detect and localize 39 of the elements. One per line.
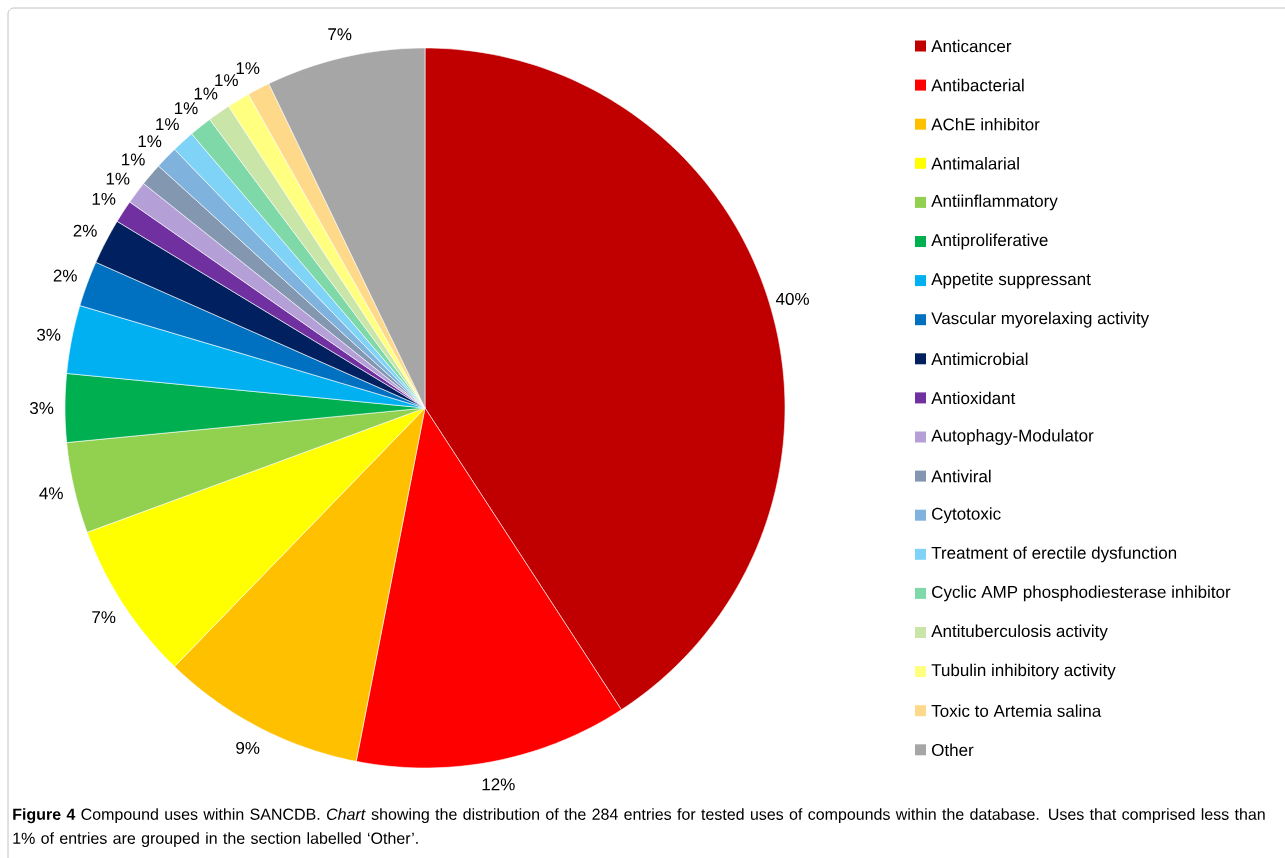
data-label: 1% [194, 87, 218, 100]
legend-label: Anticancer [931, 39, 1012, 53]
legend-label: Treatment of erectile dysfunction [931, 546, 1177, 563]
legend-label: Antiinflammatory [931, 194, 1058, 211]
data-label: 1% [106, 172, 130, 185]
data-label: 1% [236, 62, 260, 75]
legend-label: Cyclic AMP phosphodiesterase inhibitor [932, 585, 1231, 602]
data-label: 2% [53, 269, 77, 282]
data-label: 7% [328, 28, 352, 41]
legend-label: Antiproliferative [931, 233, 1048, 250]
data-label: 7% [92, 611, 116, 624]
data-label: 9% [236, 741, 260, 754]
legend-label: Antiviral [931, 469, 991, 483]
legend-label: Tubulin inhibitory activity [931, 663, 1116, 680]
data-label: 12% [482, 778, 515, 791]
legend-label: Toxic to Artemia salina [931, 704, 1102, 717]
data-label: 2% [73, 224, 97, 237]
data-label: 1% [92, 192, 116, 205]
legend-label: Other [932, 743, 974, 757]
data-label: 40% [775, 292, 809, 305]
data-label: 1% [215, 74, 238, 87]
data-label: 1% [138, 135, 162, 148]
legend-label: Antibacterial [931, 78, 1024, 92]
data-label: 3% [29, 401, 54, 415]
legend-label: Vascular myorelaxing activity [931, 311, 1150, 328]
legend-label: Antimalarial [931, 157, 1019, 170]
legend-label: Antioxidant [931, 391, 1016, 405]
data-label: 1% [174, 102, 198, 115]
legend-label: AChE inhibitor [931, 117, 1040, 131]
legend-label: Antituberculosis activity [931, 624, 1108, 641]
data-label: 1% [122, 153, 145, 166]
legend-label: Appetite suppressant [931, 272, 1091, 289]
legend-label: Antimicrobial [931, 352, 1028, 366]
data-label: 3% [37, 328, 61, 341]
legend-label: Cytotoxic [932, 507, 1001, 524]
data-label: 1% [156, 118, 179, 131]
text: Figure 4 Compound uses within SANCDB. Chart showing the distribution of the 284 entries for tested uses of compounds within the database. Uses that comprised less than 1% of entries are grouped in the section labelled ‘Other’. [13, 808, 1265, 848]
data-label: 4% [39, 487, 63, 500]
legend-label: Autophagy-Modulator [931, 429, 1094, 445]
